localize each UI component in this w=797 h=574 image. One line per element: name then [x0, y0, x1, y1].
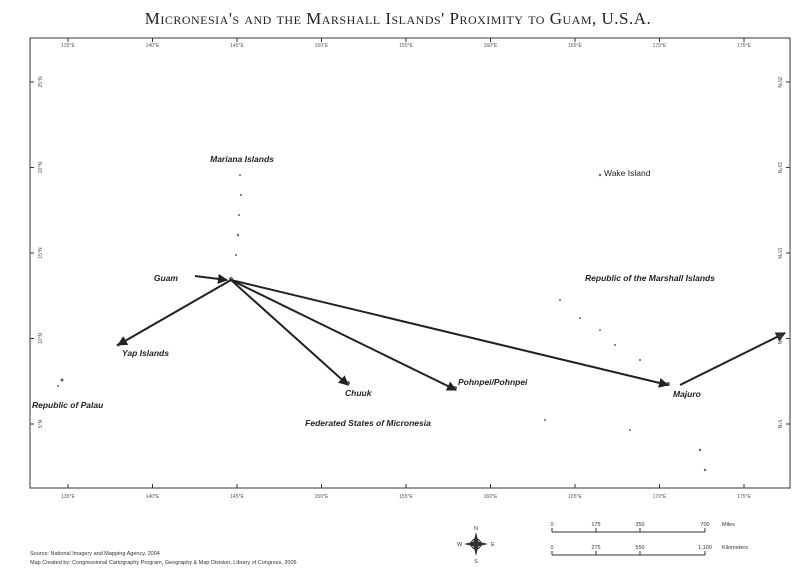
scale-unit: Kilometers: [722, 545, 748, 551]
routes: [117, 273, 786, 391]
scale-label: 0: [550, 545, 553, 551]
lat-label: 25°N: [776, 76, 782, 88]
place-label: Chuuk: [345, 388, 373, 398]
place-label: Yap Islands: [122, 348, 169, 358]
lon-label: 135°E: [61, 494, 75, 500]
lon-label: 140°E: [146, 43, 160, 49]
lat-label: 5°N: [776, 420, 782, 429]
place-label: Pohnpei/Pohnpei: [458, 377, 528, 387]
place-label: Republic of Palau: [32, 400, 104, 410]
compass-e: E: [491, 542, 495, 548]
place-label: Guam: [154, 273, 179, 283]
lat-label: 5°N: [38, 419, 44, 428]
compass: N S E W: [457, 526, 495, 565]
lat-label: 20°N: [38, 162, 44, 174]
lat-label: 25°N: [38, 76, 44, 88]
source: Source: National Imagery and Mapping Age…: [30, 551, 160, 557]
lon-label: 150°E: [315, 43, 329, 49]
lon-label: 140°E: [146, 494, 160, 500]
place-label: Republic of the Marshall Islands: [585, 273, 715, 283]
place-label: Majuro: [673, 389, 701, 399]
lon-label: 160°E: [484, 494, 498, 500]
compass-w: W: [457, 542, 463, 548]
place-label: Wake Island: [604, 168, 651, 178]
lon-label: 155°E: [399, 494, 413, 500]
lon-label: 175°E: [737, 494, 751, 500]
scale-label: 175: [591, 522, 600, 528]
scale-label: 0: [550, 522, 553, 528]
scale-label: 700: [700, 522, 709, 528]
credit: Map Created by: Congressional Cartograph…: [30, 560, 297, 566]
scale-label: 275: [591, 545, 600, 551]
lon-label: 145°E: [230, 43, 244, 49]
lat-label: 10°N: [776, 333, 782, 345]
place-label: Mariana Islands: [210, 154, 274, 164]
place-label: Federated States of Micronesia: [305, 418, 431, 428]
lon-label: 150°E: [315, 494, 329, 500]
compass-s: S: [474, 559, 478, 565]
lon-label: 175°E: [737, 43, 751, 49]
lon-label: 160°E: [484, 43, 498, 49]
lon-label: 165°E: [568, 43, 582, 49]
scale-label: 350: [635, 522, 644, 528]
lat-label: 10°N: [38, 333, 44, 345]
scale-label: 550: [635, 545, 644, 551]
scale-bars: [552, 531, 705, 556]
lon-label: 135°E: [61, 43, 75, 49]
lat-label: 20°N: [776, 162, 782, 174]
map-frame: [29, 37, 791, 489]
scale-label: 1,100: [698, 545, 712, 551]
lon-label: 170°E: [653, 43, 667, 49]
lon-label: 145°E: [230, 494, 244, 500]
lat-label: 15°N: [38, 247, 44, 259]
lon-label: 155°E: [399, 43, 413, 49]
lon-label: 165°E: [568, 494, 582, 500]
map-title: Micronesia's and the Marshall Islands' P…: [145, 9, 652, 28]
lon-label: 170°E: [653, 494, 667, 500]
scale-unit: Miles: [722, 522, 735, 528]
compass-n: N: [474, 526, 478, 532]
lat-label: 15°N: [776, 247, 782, 259]
